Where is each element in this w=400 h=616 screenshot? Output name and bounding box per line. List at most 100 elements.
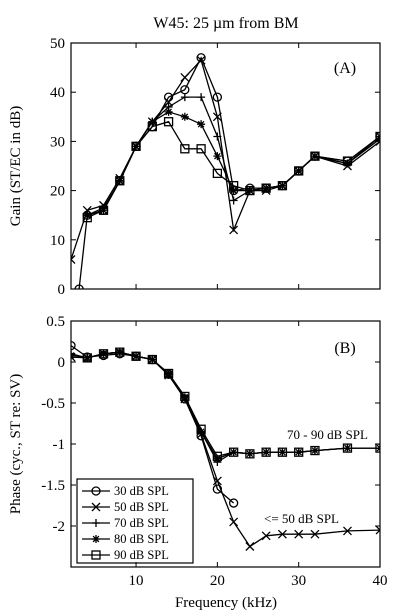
gain-point-80-db-spl	[197, 120, 206, 129]
gain-point-70-db-spl	[197, 93, 206, 102]
gain-point-50-db-spl	[180, 72, 190, 82]
gain-point-50-db-spl	[196, 55, 206, 65]
legend-marker-50-db-spl	[91, 502, 101, 512]
phase-point-50-db-spl	[277, 529, 287, 539]
phase-point-50-db-spl	[261, 531, 271, 541]
phase-y-axis-label: Phase (cyc., ST re: SV)	[8, 374, 24, 515]
phase-point-50-db-spl	[245, 542, 255, 551]
phase-panel-tag: (B)	[334, 340, 355, 357]
phase-point-90-db-spl	[228, 447, 239, 457]
phase-point-30-db-spl	[228, 498, 239, 508]
legend-label-50-db-spl: 50 dB SPL	[114, 500, 169, 514]
y-tick-label: 0	[58, 282, 66, 298]
gain-axis-ticks: 0 10 20 30 40 50	[50, 36, 381, 298]
legend: 30 dB SPL 50 dB SPL 70 dB SPL 80 dB SPL 90 d…	[76, 478, 194, 564]
gain-point-70-db-spl	[180, 93, 189, 102]
legend-label-80-db-spl: 80 dB SPL	[114, 532, 169, 546]
gain-point-90-db-spl	[115, 176, 125, 186]
x-tick-label: 40	[373, 573, 388, 589]
y-tick-label: 10	[50, 233, 65, 249]
gain-point-90-db-spl	[342, 156, 353, 166]
phase-point-50-db-spl	[375, 525, 380, 535]
gain-point-80-db-spl	[164, 107, 173, 116]
gain-line-30-db-spl	[78, 56, 380, 289]
phase-point-30-db-spl	[71, 340, 76, 351]
phase-point-90-db-spl	[277, 447, 288, 457]
y-tick-label: -1	[53, 437, 66, 453]
gain-point-90-db-spl	[212, 168, 223, 179]
phase-point-50-db-spl	[212, 476, 222, 486]
y-tick-label: 0	[58, 355, 66, 371]
y-tick-label: 40	[50, 85, 65, 101]
gain-point-80-db-spl	[148, 117, 157, 126]
y-tick-label: 0.5	[46, 314, 65, 330]
x-axis-label: Frequency (kHz)	[175, 595, 277, 611]
phase-point-90-db-spl	[245, 449, 255, 459]
gain-point-90-db-spl	[228, 181, 239, 191]
phase-point-90-db-spl	[212, 451, 223, 461]
gain-point-80-db-spl	[83, 211, 92, 220]
phase-point-90-db-spl	[180, 391, 190, 402]
gain-point-80-db-spl	[180, 112, 189, 121]
phase-point-50-db-spl	[310, 529, 320, 539]
phase-line-80-db-spl	[71, 351, 380, 460]
gain-y-axis-label: Gain (ST/EC in dB)	[8, 106, 24, 226]
phase-point-90-db-spl	[310, 445, 320, 456]
legend-marker-80-db-spl	[92, 535, 100, 543]
legend-marker-90-db-spl	[91, 550, 101, 560]
phase-point-90-db-spl	[196, 424, 206, 434]
phase-point-90-db-spl	[261, 447, 271, 457]
annotation-le-50-db: <= 50 dB SPL	[264, 511, 339, 526]
phase-point-90-db-spl	[131, 351, 141, 361]
phase-point-90-db-spl	[294, 447, 304, 457]
y-tick-label: 50	[50, 36, 65, 52]
gain-point-80-db-spl	[213, 152, 222, 161]
x-tick-label: 30	[291, 573, 306, 589]
legend-box	[76, 478, 194, 564]
phase-point-90-db-spl	[163, 368, 174, 379]
phase-point-50-db-spl	[343, 526, 352, 536]
gain-point-90-db-spl	[196, 144, 206, 154]
phase-point-90-db-spl	[147, 354, 157, 365]
gain-point-90-db-spl	[310, 151, 320, 161]
phase-point-90-db-spl	[115, 347, 125, 357]
gain-point-90-db-spl	[375, 131, 380, 142]
phase-axis-ticks: 10 20 30 40 0.5 0 -0.5 -1 -1.5 -2	[41, 314, 387, 589]
phase-series	[71, 340, 380, 551]
y-tick-label: -2	[53, 519, 66, 535]
gain-point-90-db-spl	[261, 183, 271, 193]
gain-panel: (A) Gain (ST/EC in dB) 0 10 20 30 40 50	[8, 36, 381, 298]
gain-point-90-db-spl	[277, 181, 288, 191]
gain-point-30-db-spl	[74, 284, 84, 289]
gain-panel-tag: (A)	[334, 60, 356, 77]
phase-point-50-db-spl	[294, 529, 304, 539]
phase-point-90-db-spl	[82, 353, 92, 363]
phase-plot-frame	[70, 320, 381, 568]
gain-point-50-db-spl	[229, 225, 239, 235]
gain-point-50-db-spl	[71, 255, 76, 264]
phase-point-50-db-spl	[229, 517, 239, 527]
gain-point-90-db-spl	[147, 121, 157, 132]
gain-series	[71, 53, 380, 289]
x-tick-label: 20	[210, 573, 225, 589]
phase-point-80-db-spl	[83, 353, 92, 362]
phase-point-80-db-spl	[197, 427, 206, 436]
phase-point-80-db-spl	[71, 351, 75, 360]
gain-line-90-db-spl	[87, 120, 380, 219]
legend-label-30-db-spl: 30 dB SPL	[114, 484, 169, 498]
gain-point-90-db-spl	[131, 141, 141, 151]
gain-point-90-db-spl	[180, 144, 190, 154]
phase-point-90-db-spl	[375, 443, 380, 453]
gain-point-70-db-spl	[213, 132, 222, 141]
phase-line-90-db-spl	[87, 351, 380, 458]
gain-point-90-db-spl	[163, 117, 174, 127]
gain-point-80-db-spl	[229, 186, 238, 195]
gain-point-90-db-spl	[245, 185, 255, 196]
gain-point-90-db-spl	[82, 213, 92, 223]
phase-point-90-db-spl	[98, 349, 109, 359]
phase-point-70-db-spl	[71, 349, 75, 358]
gain-point-30-db-spl	[212, 92, 223, 102]
gain-plot-frame	[70, 42, 381, 290]
gain-point-80-db-spl	[343, 159, 352, 168]
